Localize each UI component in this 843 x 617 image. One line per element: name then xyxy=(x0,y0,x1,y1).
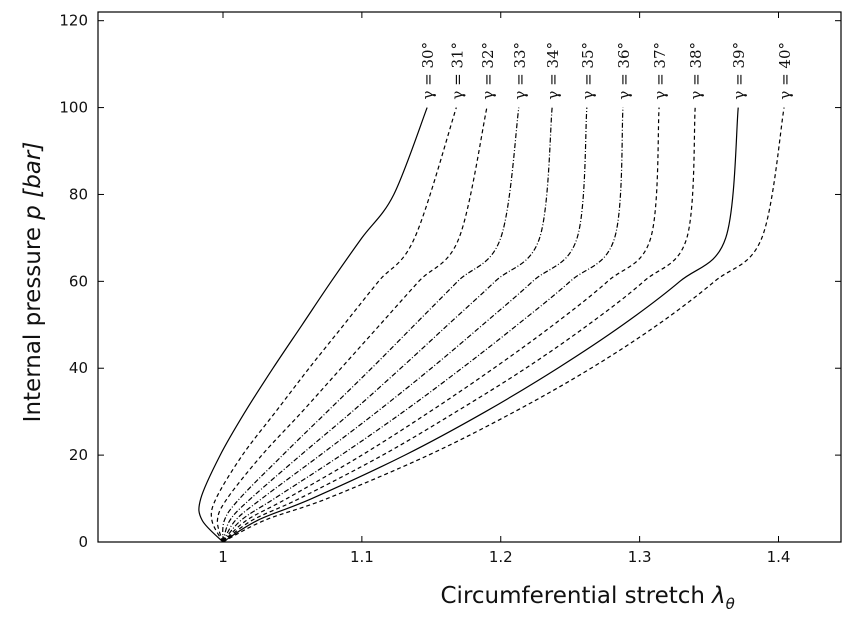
series-label-8: γ = 38° xyxy=(687,42,705,100)
axis-ticks: 1 1.1 1.2 1.3 1.4 0 20 40 60 80 100 120 xyxy=(59,12,841,566)
series-label-10: γ = 40° xyxy=(776,42,794,100)
series-label-5: γ = 35° xyxy=(579,42,597,100)
series-line-5 xyxy=(222,107,588,543)
x-axis-title: Circumferential stretch xyxy=(441,583,706,609)
x-tick-label: 1.3 xyxy=(628,548,652,566)
series-line-10 xyxy=(222,107,785,543)
series-line-7 xyxy=(222,107,660,543)
series-line-1 xyxy=(210,107,457,543)
y-tick-label: 60 xyxy=(69,272,88,290)
series-label-3: γ = 33° xyxy=(511,42,529,100)
series-label-2: γ = 32° xyxy=(479,42,497,100)
series-line-6 xyxy=(222,107,624,543)
series-labels: γ = 30° γ = 31° γ = 32° γ = 33° γ = 34° γ = 3… xyxy=(419,42,794,100)
y-axis-title: Internal pressure p [bar] xyxy=(20,142,46,423)
series-label-1: γ = 31° xyxy=(448,42,466,100)
series-label-7: γ = 37° xyxy=(651,42,669,100)
series-label-9: γ = 39° xyxy=(730,42,748,100)
plot-frame xyxy=(97,11,842,543)
y-tick-label: 80 xyxy=(69,185,88,203)
y-tick-label: 0 xyxy=(78,533,88,551)
y-tick-label: 40 xyxy=(69,359,88,377)
y-axis-title-group: Internal pressure p [bar] xyxy=(20,142,46,423)
series-line-9 xyxy=(222,107,739,543)
series-label-4: γ = 34° xyxy=(544,42,562,100)
x-axis-symbol: λθ xyxy=(710,583,735,613)
x-tick-label: 1.1 xyxy=(350,548,374,566)
series-label-0: γ = 30° xyxy=(419,42,437,100)
x-tick-label: 1 xyxy=(218,548,228,566)
x-tick-label: 1.2 xyxy=(489,548,513,566)
series-line-4 xyxy=(222,107,553,543)
series-line-0 xyxy=(198,107,428,543)
y-tick-label: 120 xyxy=(59,12,88,30)
series-label-6: γ = 36° xyxy=(615,42,633,100)
y-tick-label: 20 xyxy=(69,446,88,464)
series-lines xyxy=(198,107,785,543)
series-line-3 xyxy=(222,107,520,543)
y-tick-label: 100 xyxy=(59,99,88,117)
x-tick-label: 1.4 xyxy=(767,548,791,566)
series-line-8 xyxy=(222,107,696,543)
